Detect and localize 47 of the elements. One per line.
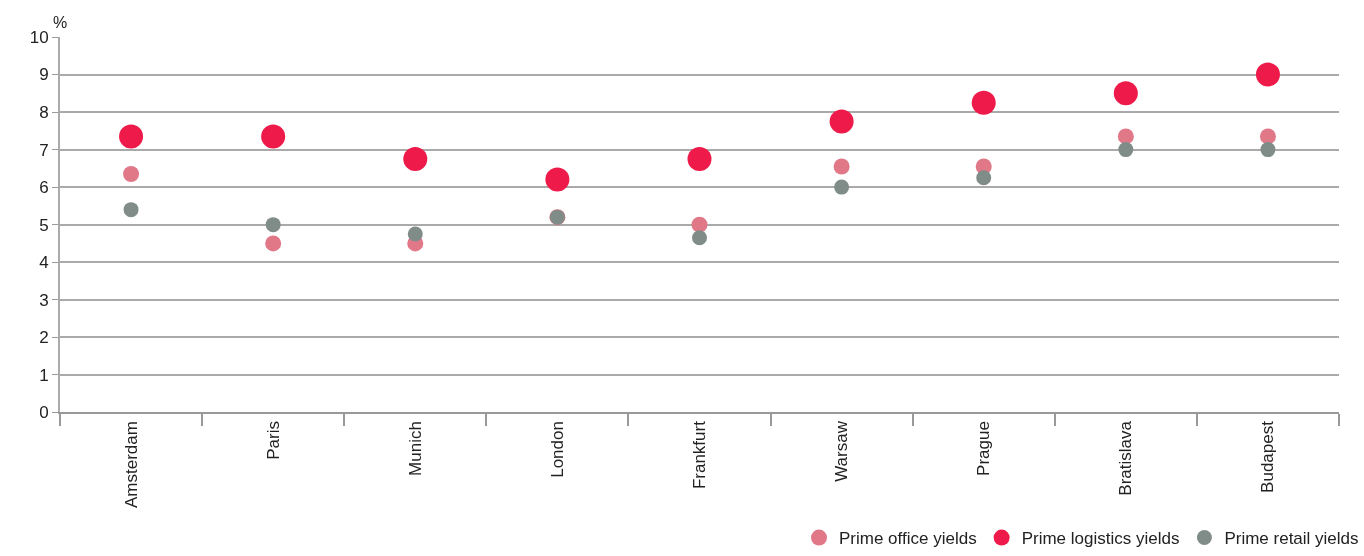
x-tick-label: Prague [974,421,994,476]
point [687,146,712,171]
point [833,158,850,175]
point [1118,142,1134,158]
point [1117,128,1134,145]
y-tick-label: 9 [39,65,49,85]
point [976,170,992,186]
legend-label: Prime retail yields [1224,529,1359,549]
y-tick-label: 2 [39,328,49,348]
legend-label: Prime logistics yields [1021,529,1180,549]
x-tick-label: Bratislava [1116,420,1136,496]
point [545,167,570,192]
x-tick-label: Frankfurt [690,420,710,490]
point [403,146,428,171]
x-tick-label: Budapest [1258,420,1278,493]
x-tick-label: Amsterdam [121,421,141,508]
point [265,217,281,233]
y-tick-label: 6 [39,178,49,198]
y-tick-label: 3 [39,290,49,310]
point [119,124,144,149]
point [829,109,854,134]
point [692,230,707,246]
point [261,124,286,149]
point [691,216,708,233]
x-tick-label: Paris [263,421,283,460]
point [1113,81,1138,106]
point [265,235,282,252]
y-tick-label: 7 [39,140,49,160]
point [1255,62,1280,87]
y-tick-label: 5 [39,215,49,235]
point [971,90,996,115]
x-tick-label: Munich [405,421,425,476]
y-axis-title: % [53,14,68,31]
y-tick-label: 8 [39,103,49,123]
x-tick-label: London [547,421,567,478]
point [1260,142,1276,158]
y-tick-label: 10 [29,27,49,47]
point [123,165,140,182]
legend-label: Prime office yields [839,529,977,549]
y-tick-label: 0 [39,403,49,423]
point [123,202,139,218]
x-tick-label: Warsaw [832,420,852,482]
point [834,179,850,195]
y-tick-label: 1 [39,365,49,385]
point [407,226,423,242]
point [1259,128,1276,145]
y-tick-label: 4 [39,253,49,273]
